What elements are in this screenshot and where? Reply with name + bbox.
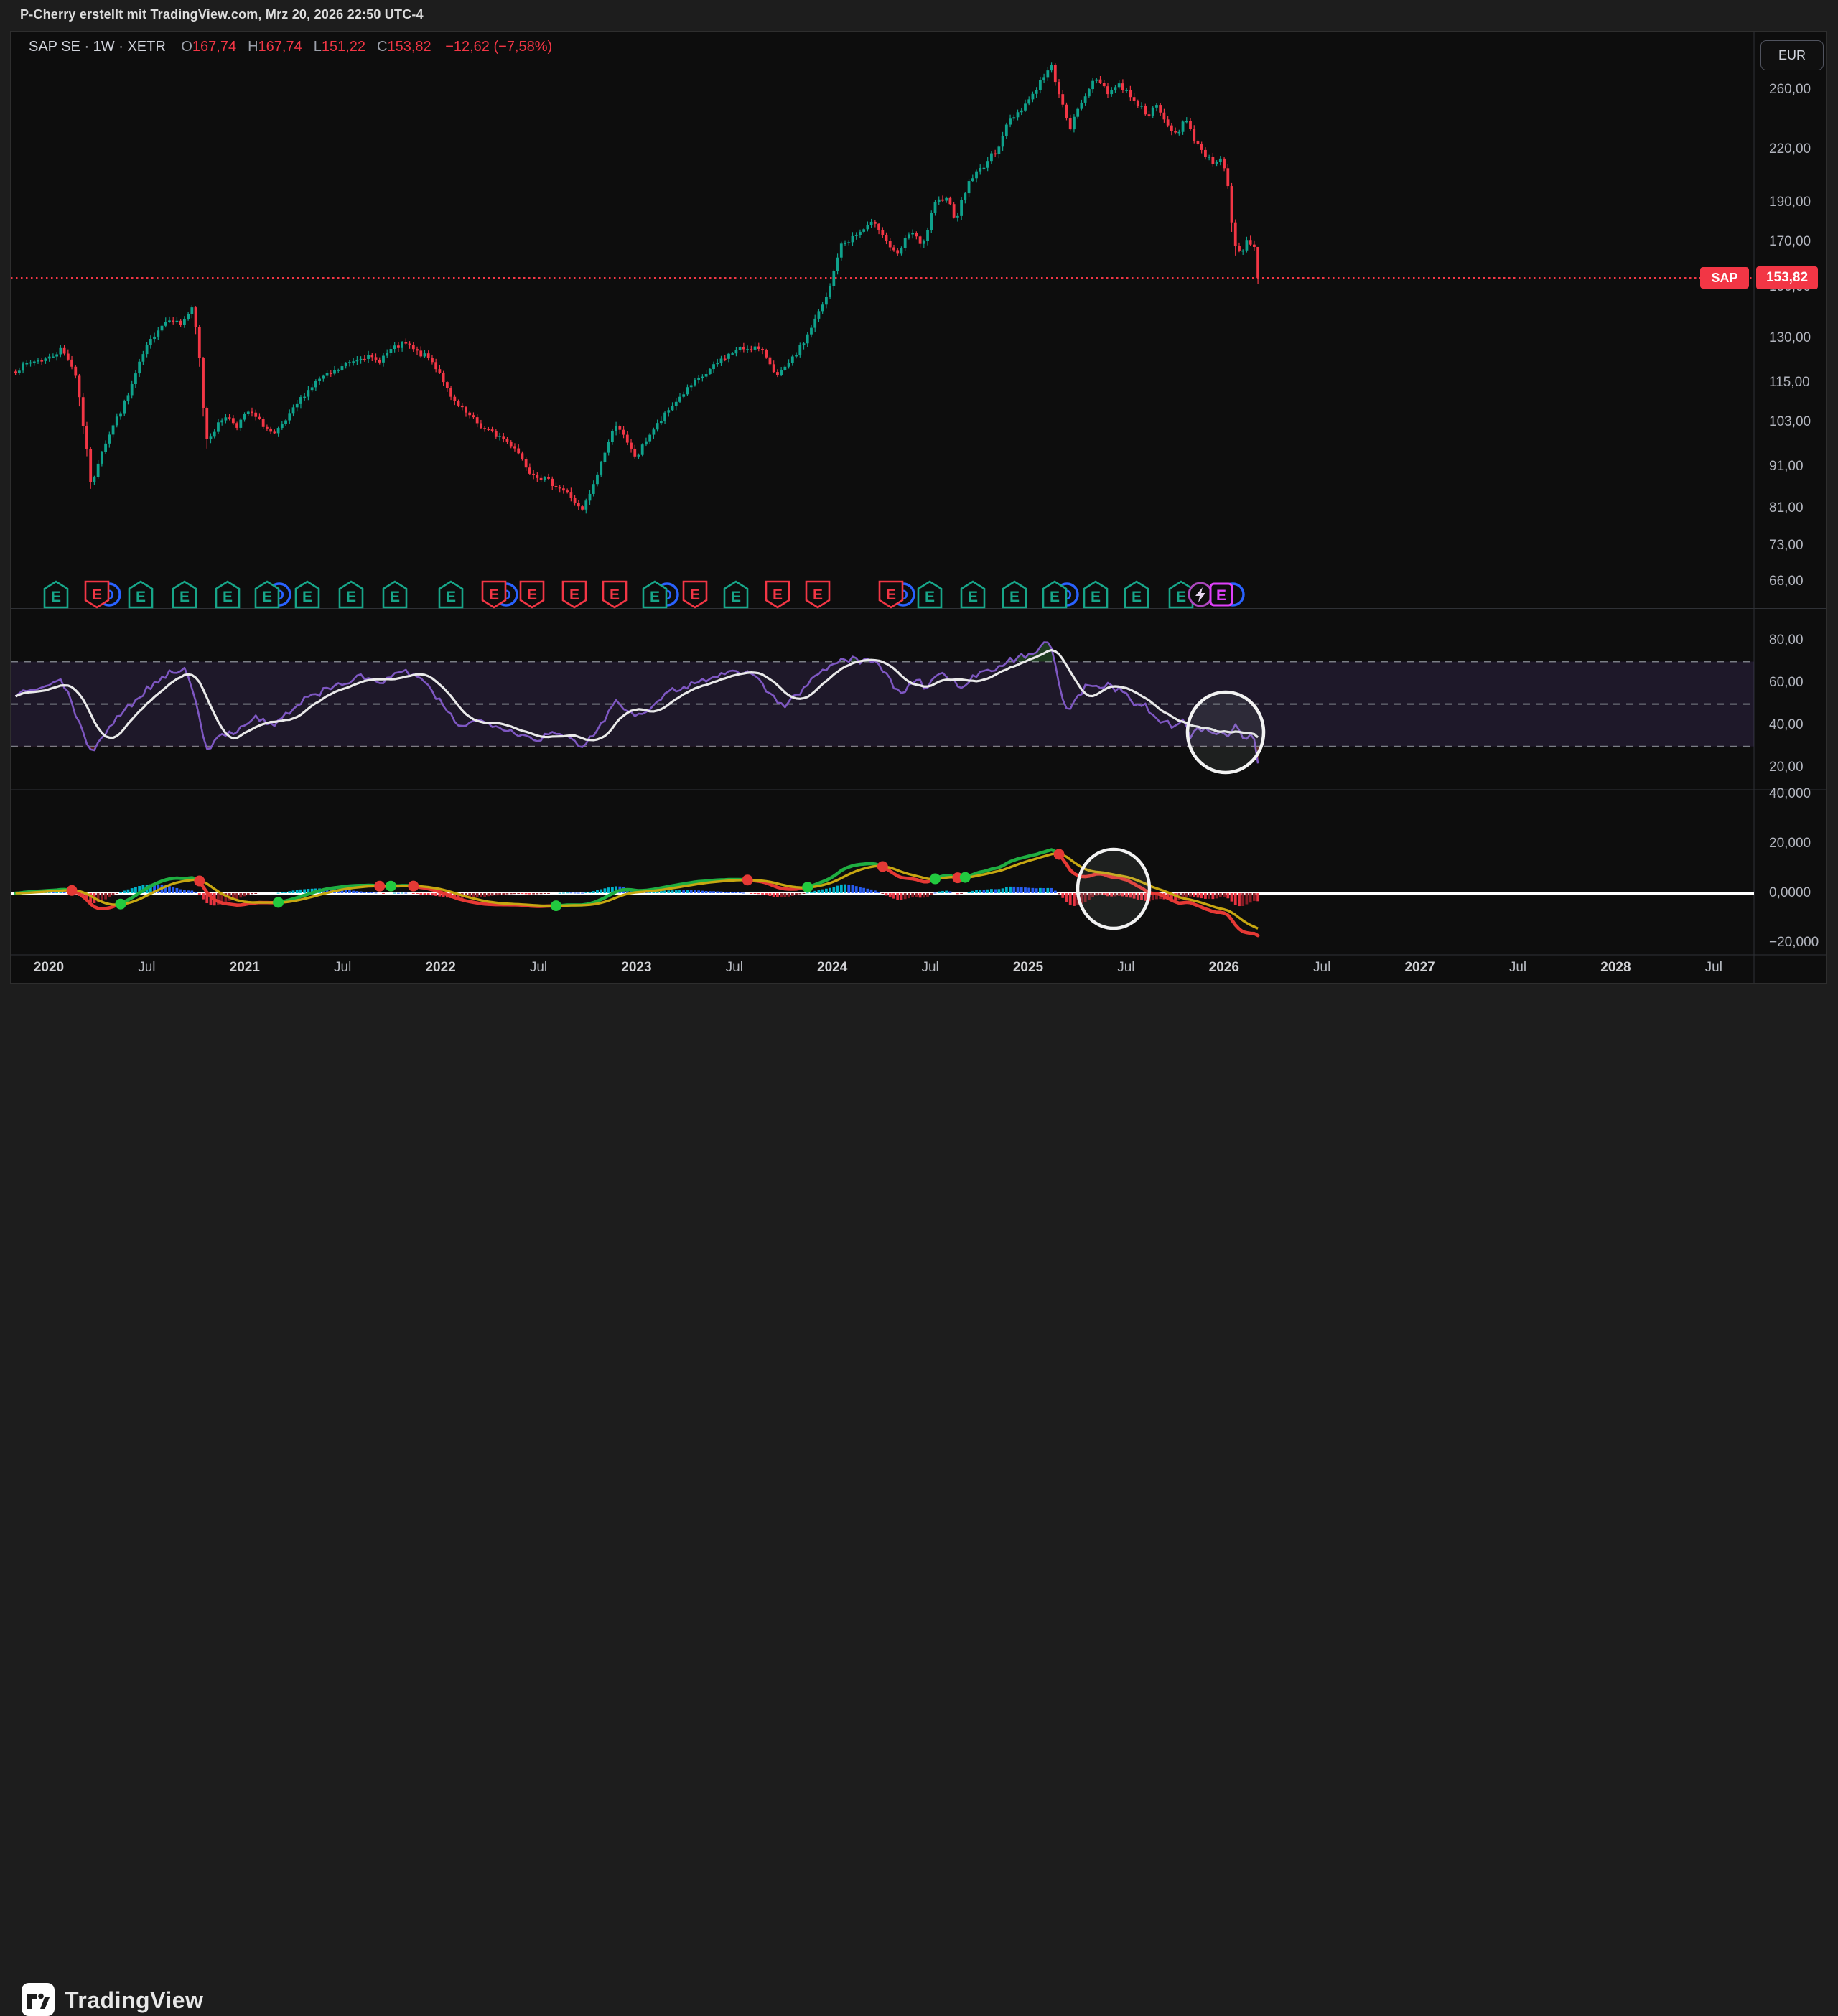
time-axis-year-label: 2028 (1600, 960, 1631, 975)
time-axis-year-label: 2027 (1404, 960, 1435, 975)
svg-text:E: E (92, 587, 102, 603)
ohlc-value: 151,22 (321, 39, 365, 55)
time-axis-month-label: Jul (1508, 960, 1527, 975)
macd-crossover-dots (66, 849, 1065, 912)
svg-text:E: E (136, 589, 146, 605)
symbol-price-flag: SAP (1700, 267, 1749, 289)
time-axis-month-label: Jul (529, 960, 548, 975)
ohlc-label: C (377, 39, 388, 55)
svg-text:E: E (346, 589, 356, 605)
candlestick-series (14, 62, 1260, 514)
last-price-flag: 153,82 (1756, 266, 1818, 290)
time-axis-year-label: 2025 (1012, 960, 1044, 975)
ohlc-label: L (313, 39, 322, 55)
change-value: −12,62 (−7,58%) (445, 39, 553, 55)
rsi-ma-line (15, 648, 1259, 742)
svg-text:E: E (610, 587, 620, 603)
time-axis-year-label: 2022 (425, 960, 456, 975)
svg-text:E: E (179, 589, 190, 605)
page-header: P-Cherry erstellt mit TradingView.com, M… (0, 0, 1838, 31)
tradingview-wordmark: TradingView (65, 1987, 204, 2013)
time-axis-year-label: 2020 (33, 960, 65, 975)
annotation-circle-macd (1076, 847, 1152, 930)
svg-text:E: E (1050, 589, 1060, 605)
svg-text:E: E (1132, 589, 1142, 605)
svg-text:E: E (51, 589, 61, 605)
axis-tick-label: 81,00 (1769, 500, 1804, 515)
annotation-circle-rsi (1185, 690, 1266, 775)
axis-tick-label: 40,000 (1769, 786, 1811, 801)
axis-tick-label: 103,00 (1769, 414, 1811, 429)
time-axis-month-label: Jul (1313, 960, 1331, 975)
page-footer: TradingView (0, 984, 1838, 2016)
svg-text:E: E (223, 589, 233, 605)
time-axis-month-label: Jul (1704, 960, 1722, 975)
time-axis-month-label: Jul (1117, 960, 1135, 975)
svg-text:E: E (527, 587, 537, 603)
svg-text:E: E (813, 587, 823, 603)
svg-text:E: E (489, 587, 499, 603)
chart-widget[interactable] (10, 31, 1827, 984)
time-axis-year-label: 2026 (1208, 960, 1239, 975)
time-axis-year-label: 2023 (621, 960, 652, 975)
axis-tick-label: 66,00 (1769, 573, 1804, 589)
ohlc-values: O167,74 H167,74 L151,22 C153,82 (169, 39, 431, 55)
svg-text:E: E (390, 589, 400, 605)
time-axis-year-label: 2021 (229, 960, 260, 975)
axis-tick-label: 80,00 (1769, 633, 1804, 648)
time-axis-year-label: 2024 (817, 960, 848, 975)
svg-text:E: E (690, 587, 700, 603)
axis-tick-label: 91,00 (1769, 458, 1804, 474)
ohlc-label: O (181, 39, 192, 55)
symbol-info-bar[interactable]: SAP SE · 1W · XETR O167,74 H167,74 L151,22… (29, 39, 552, 55)
svg-text:E: E (925, 589, 935, 605)
time-axis-month-label: Jul (921, 960, 939, 975)
time-axis-month-label: Jul (334, 960, 352, 975)
time-axis-month-label: Jul (725, 960, 743, 975)
snapshot-title: P-Cherry erstellt mit TradingView.com, M… (20, 7, 424, 22)
axis-tick-label: 115,00 (1769, 374, 1810, 390)
ohlc-value: 167,74 (192, 39, 237, 55)
axis-tick-label: 60,00 (1769, 675, 1804, 691)
axis-tick-label: 190,00 (1769, 194, 1811, 210)
macd-signal-line (15, 852, 1259, 930)
axis-tick-label: 130,00 (1769, 330, 1811, 346)
svg-text:E: E (1009, 589, 1020, 605)
rsi-line (14, 641, 1259, 764)
svg-text:E: E (302, 589, 312, 605)
svg-text:E: E (1091, 589, 1101, 605)
ohlc-label: H (248, 39, 258, 55)
axis-tick-label: 20,00 (1769, 760, 1804, 775)
svg-text:E: E (569, 587, 579, 603)
axis-tick-label: 40,00 (1769, 717, 1804, 733)
svg-text:E: E (650, 589, 660, 605)
axis-tick-label: 20,000 (1769, 836, 1811, 851)
chart-canvas[interactable]: EDEEEEDEEEEEDEEEEDEEEEEDEEEEDEEEEE (0, 0, 1838, 1057)
svg-text:E: E (731, 589, 741, 605)
svg-text:E: E (1176, 589, 1186, 605)
currency-toggle-button[interactable]: EUR (1760, 40, 1824, 70)
ohlc-value: 153,82 (387, 39, 431, 55)
tradingview-logo-icon (22, 1983, 55, 2016)
axis-tick-label: 73,00 (1769, 537, 1804, 553)
svg-text:E: E (262, 589, 272, 605)
axis-tick-label: −20,000 (1769, 935, 1819, 950)
axis-tick-label: 220,00 (1769, 141, 1811, 157)
time-axis-month-label: Jul (138, 960, 156, 975)
axis-tick-label: 170,00 (1769, 234, 1811, 250)
svg-text:E: E (886, 587, 896, 603)
svg-text:E: E (773, 587, 783, 603)
symbol-title: SAP SE · 1W · XETR (29, 39, 166, 55)
axis-tick-label: 260,00 (1769, 82, 1811, 97)
svg-text:E: E (968, 589, 978, 605)
svg-text:E: E (446, 589, 456, 605)
axis-tick-label: 0,0000 (1769, 885, 1811, 900)
svg-text:E: E (1216, 587, 1226, 604)
ohlc-value: 167,74 (258, 39, 302, 55)
earnings-dividend-icons: EDEEEEDEEEEEDEEEEDEEEEEDEEEEDEEEEE (43, 580, 1245, 609)
